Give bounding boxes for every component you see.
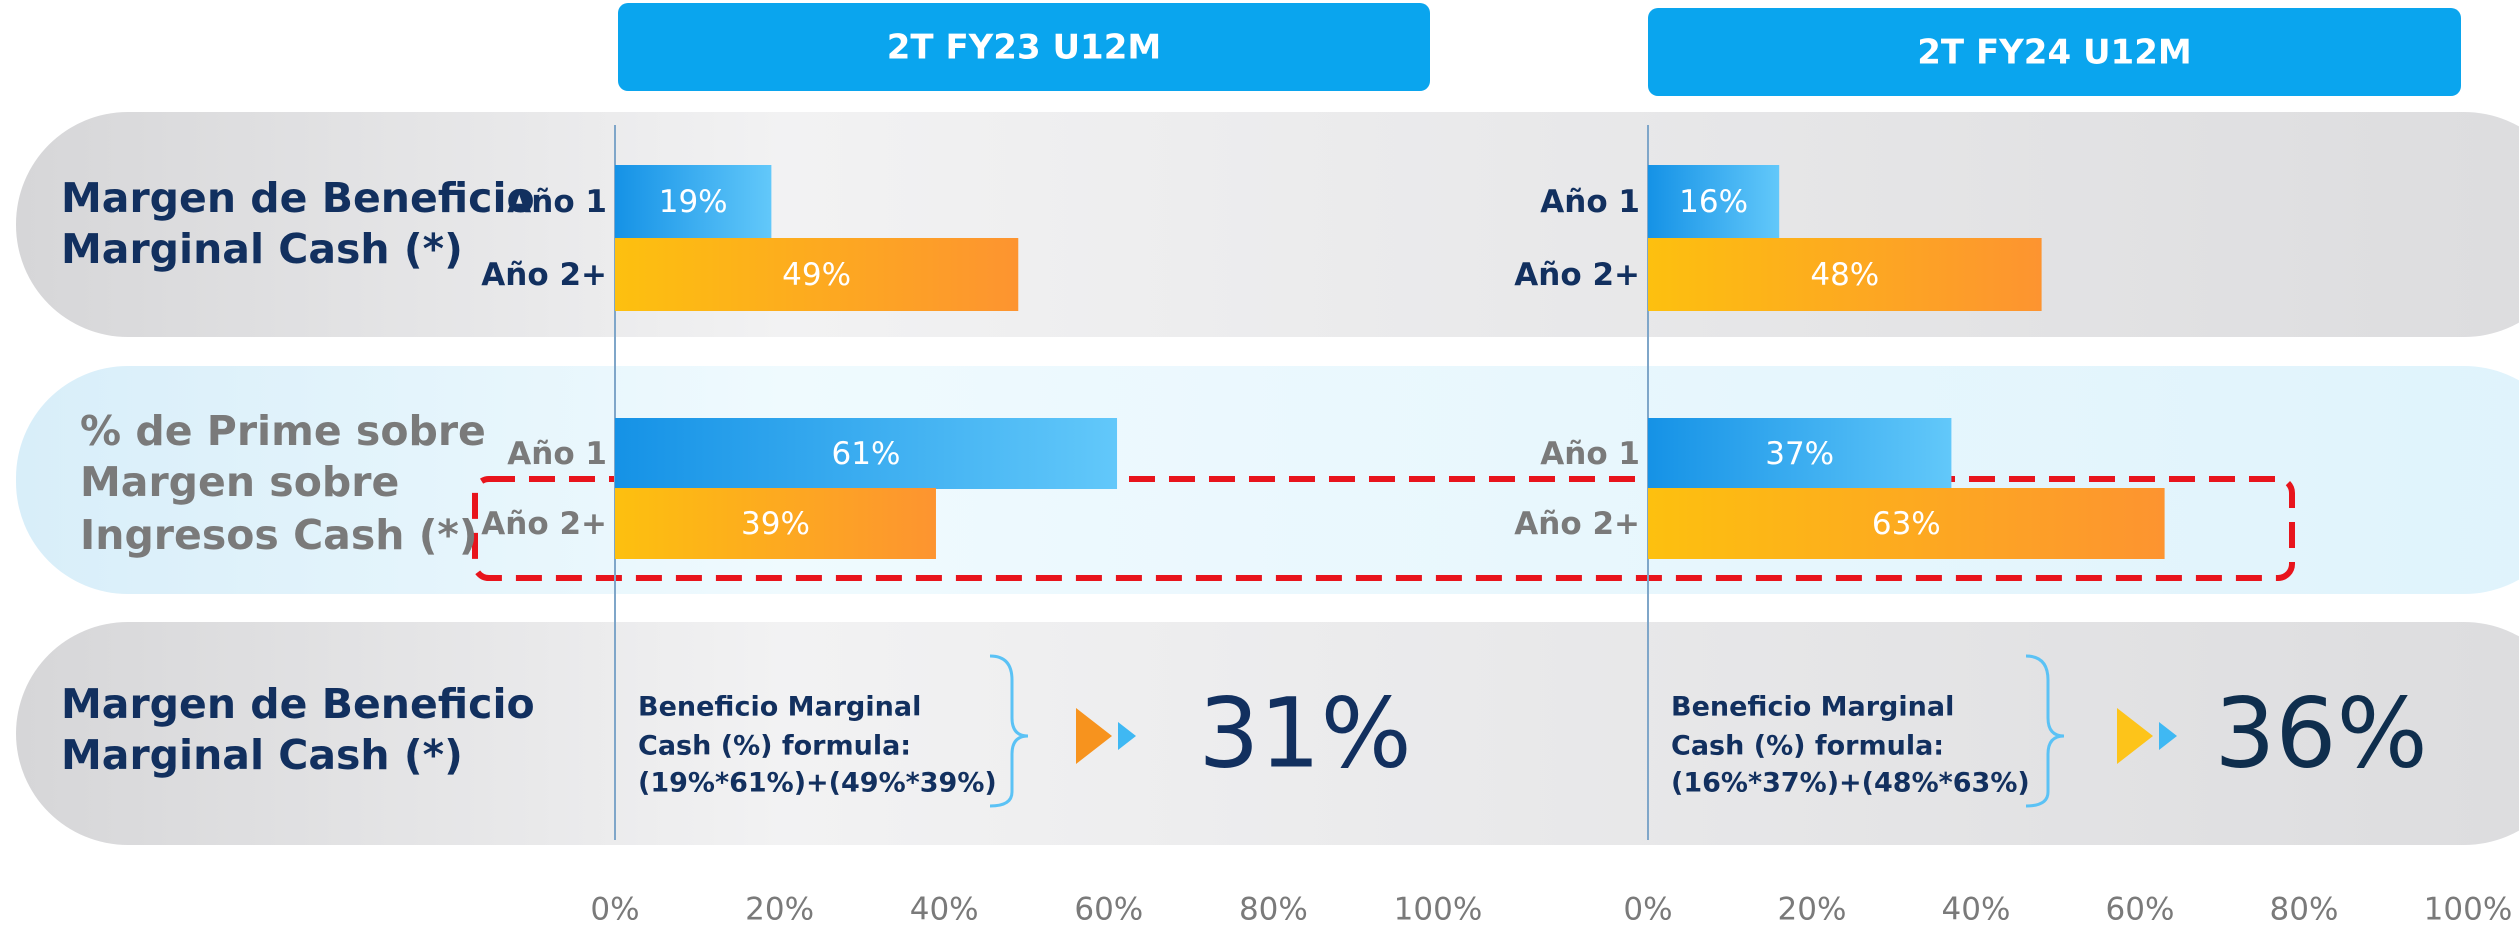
row-label: Marginal Cash (*) [61,225,463,273]
brace [989,654,1029,808]
category-label: Año 2+ [1514,257,1640,293]
category-label: Año 1 [507,436,607,472]
x-tick-label: 60% [2106,892,2175,928]
category-label: Año 1 [1540,184,1640,220]
highlight-box [472,476,2295,581]
brace [2025,654,2065,808]
row-label: Ingresos Cash (*) [80,511,478,559]
bar-label: 39% [741,506,810,542]
bar-label: 63% [1872,506,1941,542]
bar-label: 16% [1679,184,1748,220]
bar [1648,165,1780,238]
x-tick-label: 100% [1394,892,1483,928]
category-label: Año 1 [507,184,607,220]
formula-text: Beneficio Marginal [1671,692,1954,723]
row-label: Margen de Beneficio [61,680,535,728]
bar [615,165,772,238]
bar [615,488,936,559]
bar [615,418,1118,489]
header-box [1648,8,2461,96]
x-tick-label: 20% [745,892,814,928]
arrow [2159,722,2177,750]
bar-label: 61% [832,436,901,472]
row-label: Margen sobre [80,458,399,506]
x-tick-label: 80% [2270,892,2339,928]
bar-label: 19% [659,184,728,220]
panel-title: 2T FY23 U12M [887,28,1161,68]
x-tick-label: 60% [1074,892,1143,928]
row-label: % de Prime sobre [80,407,486,455]
panel-title: 2T FY24 U12M [1917,33,2191,73]
row-label: Marginal Cash (*) [61,731,463,779]
category-label: Año 2+ [481,257,607,293]
x-tick-label: 20% [1778,892,1847,928]
bar-label: 48% [1810,257,1879,293]
category-label: Año 2+ [1514,506,1640,542]
arrow [1076,708,1112,764]
x-tick-label: 80% [1239,892,1308,928]
bar [615,238,1019,311]
x-tick-label: 40% [1942,892,2011,928]
bar [1648,488,2165,559]
bar [1648,238,2042,311]
x-tick-label: 40% [910,892,979,928]
formula-text: Cash (%) formula: [1671,731,1944,762]
result-value: 36% [2214,677,2427,789]
bar-label: 37% [1765,436,1834,472]
formula-text: (19%*61%)+(49%*39%) [638,768,997,799]
formula-text: Beneficio Marginal [638,692,921,723]
arrow [2117,708,2153,764]
row-label: Margen de Beneficio [61,174,535,222]
header-box [618,3,1430,91]
x-tick-label: 0% [590,892,639,928]
formula-text: Cash (%) formula: [638,731,911,762]
x-tick-label: 100% [2424,892,2513,928]
arrow [1118,722,1136,750]
category-label: Año 1 [1540,436,1640,472]
category-label: Año 2+ [481,506,607,542]
x-tick-label: 0% [1623,892,1672,928]
result-value: 31% [1198,677,1411,789]
row-bg [16,622,2519,845]
bar-label: 49% [782,257,851,293]
bar [1648,418,1952,489]
formula-text: (16%*37%)+(48%*63%) [1671,768,2030,799]
